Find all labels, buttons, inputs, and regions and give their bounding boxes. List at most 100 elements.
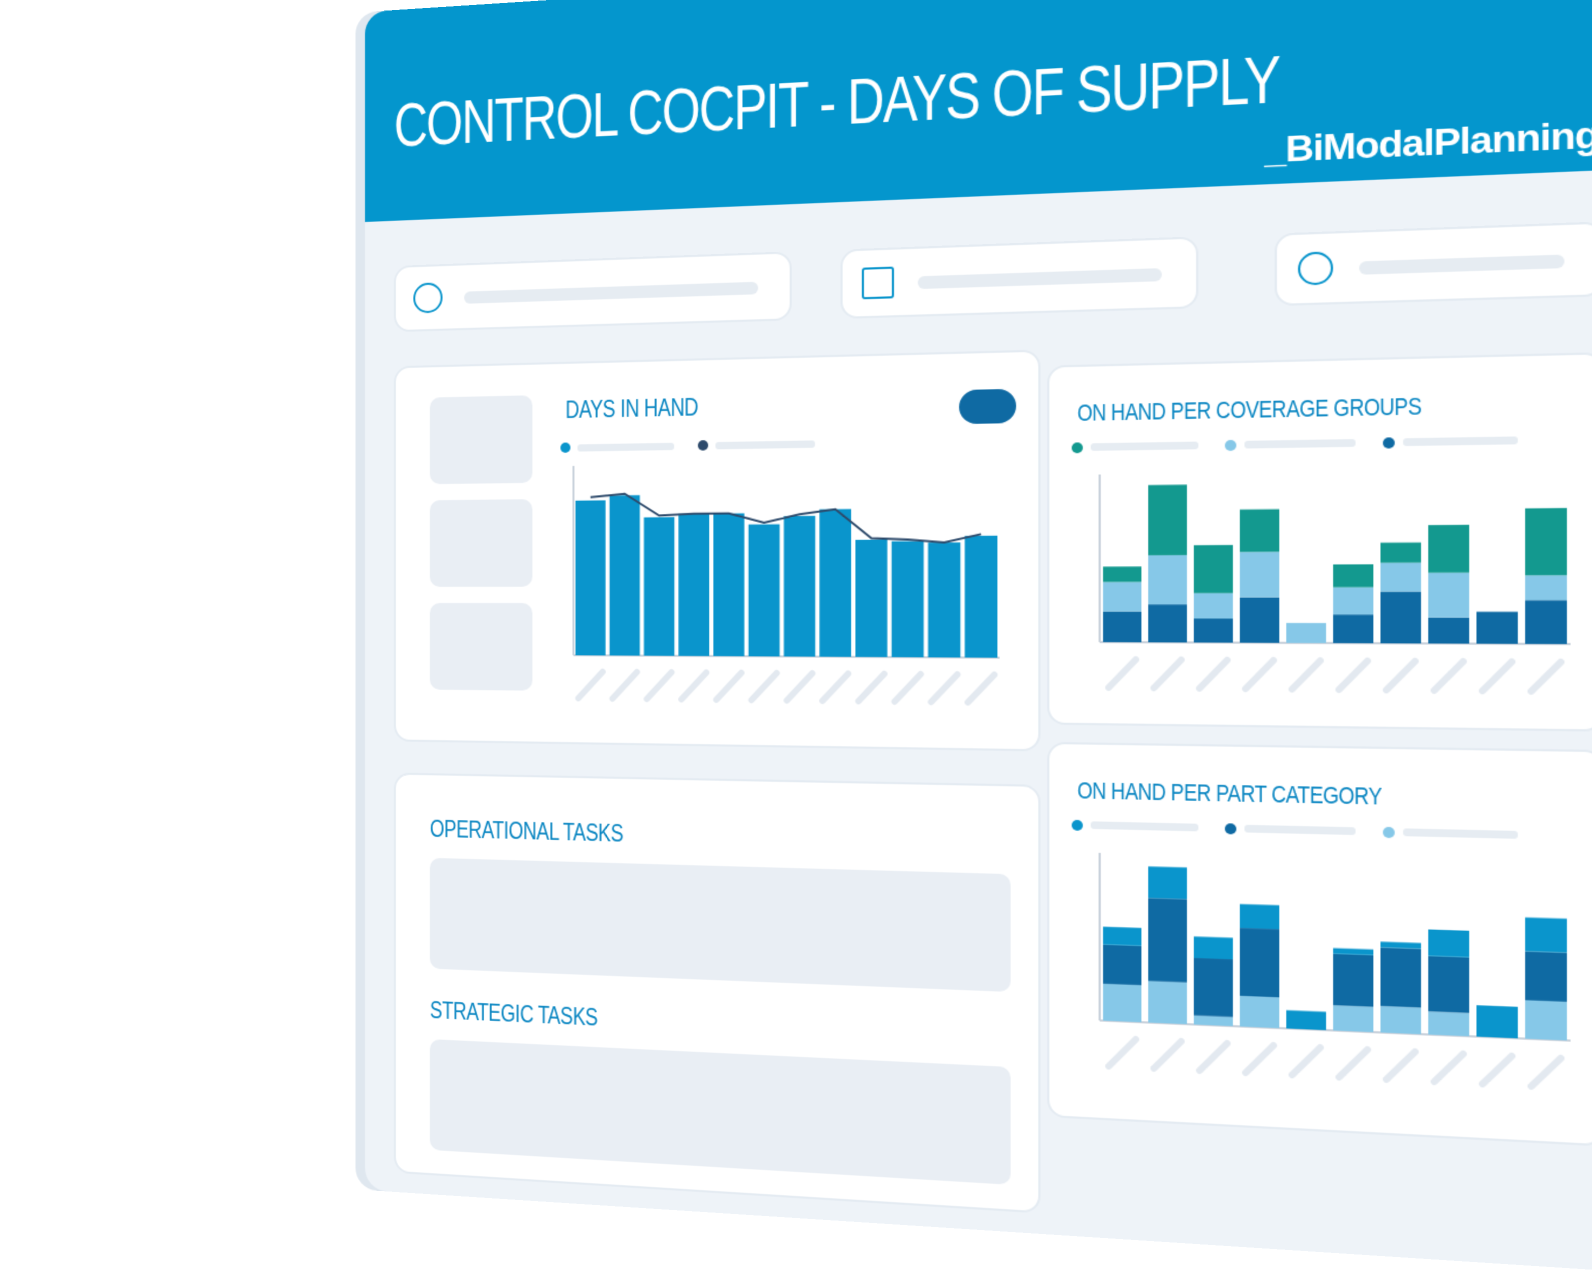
bar-segment xyxy=(1428,617,1469,643)
bar-segment xyxy=(1240,928,1279,998)
days-in-hand-panel: DAYS IN HAND xyxy=(394,350,1041,752)
bar-segment xyxy=(1103,945,1141,986)
bar-segment xyxy=(1148,485,1187,556)
dashboard: CONTROL COCPIT - DAYS OF SUPPLY _BiModal… xyxy=(365,0,1592,1273)
x-label-placeholder xyxy=(1292,1046,1320,1076)
bar-segment xyxy=(1428,525,1469,573)
x-label-placeholder xyxy=(1386,661,1415,690)
page-title: CONTROL COCPIT - DAYS OF SUPPLY xyxy=(394,41,1279,162)
x-label-placeholder xyxy=(968,675,994,703)
legend-dot xyxy=(1072,820,1083,831)
bar-segment xyxy=(1148,866,1187,899)
bar-segment xyxy=(1103,567,1141,582)
bar-segment xyxy=(1148,604,1187,642)
x-label-placeholder xyxy=(1434,1053,1463,1083)
bar-segment xyxy=(1476,1005,1517,1038)
x-label-placeholder xyxy=(1154,660,1181,689)
bar xyxy=(892,541,924,657)
bar-segment xyxy=(1286,1010,1326,1030)
panel-title: ON HAND PER COVERAGE GROUPS xyxy=(1077,392,1421,427)
legend-label-placeholder xyxy=(1244,439,1355,448)
bar-segment xyxy=(1194,593,1233,618)
x-label-placeholder xyxy=(931,674,957,702)
part-category-panel: ON HAND PER PART CATEGORY xyxy=(1047,742,1592,1147)
x-label-placeholder xyxy=(612,672,636,699)
bar-segment xyxy=(1333,1005,1373,1032)
panel-title: STRATEGIC TASKS xyxy=(430,997,598,1033)
bar-segment xyxy=(1148,898,1187,983)
bar-segment xyxy=(1148,555,1187,604)
x-label-placeholder xyxy=(647,672,672,699)
panel-title: DAYS IN HAND xyxy=(565,394,698,426)
x-label-placeholder xyxy=(858,674,884,702)
coverage-groups-chart xyxy=(1066,429,1583,713)
x-label-placeholder xyxy=(895,674,921,702)
part-category-chart xyxy=(1066,814,1583,1126)
coverage-groups-panel: ON HAND PER COVERAGE GROUPS xyxy=(1047,352,1592,732)
panel-title: ON HAND PER PART CATEGORY xyxy=(1077,777,1382,811)
bar-segment xyxy=(1103,984,1141,1023)
tasks-panel: OPERATIONAL TASKS STRATEGIC TASKS xyxy=(394,773,1041,1214)
legend-dot xyxy=(1383,827,1395,838)
x-label-placeholder xyxy=(823,673,849,701)
x-label-placeholder xyxy=(1246,1044,1274,1074)
bar-segment xyxy=(1103,927,1141,946)
bar-segment xyxy=(1525,600,1567,644)
x-label-placeholder xyxy=(1531,662,1560,692)
bar-segment xyxy=(1380,1006,1421,1034)
legend-dot xyxy=(1383,437,1395,448)
legend-dot xyxy=(1225,823,1237,834)
legend-label-placeholder xyxy=(1091,442,1199,451)
bar-segment xyxy=(1333,564,1373,587)
plant-filter[interactable] xyxy=(840,236,1198,319)
bar-segment xyxy=(1240,597,1279,643)
bar xyxy=(928,542,960,657)
legend-label-placeholder xyxy=(1403,828,1518,838)
x-label-placeholder xyxy=(1339,1048,1367,1078)
logo: _BiModalPlanning xyxy=(1265,114,1592,173)
x-label-placeholder xyxy=(681,672,706,699)
bar xyxy=(965,536,998,658)
bar-segment xyxy=(1240,996,1279,1028)
bar-segment xyxy=(1333,954,1373,1007)
bar-segment xyxy=(1380,947,1421,1007)
legend-dot xyxy=(1072,442,1083,453)
x-label-placeholder xyxy=(1154,1040,1181,1070)
bar-segment xyxy=(1333,587,1373,614)
category-filter[interactable] xyxy=(1275,221,1592,306)
x-label-placeholder xyxy=(1200,660,1228,689)
x-label-placeholder xyxy=(1246,660,1274,689)
region-filter[interactable] xyxy=(394,251,792,332)
bar-segment xyxy=(1525,917,1567,952)
legend-label-placeholder xyxy=(1091,821,1199,831)
bar-segment xyxy=(1103,582,1141,611)
info-button[interactable] xyxy=(959,389,1016,424)
bar-segment xyxy=(1240,509,1279,552)
bar-segment xyxy=(1194,958,1233,1017)
task-list xyxy=(430,858,1011,992)
task-list xyxy=(430,1039,1011,1185)
x-label-placeholder xyxy=(1483,662,1512,691)
bar-segment xyxy=(1103,611,1141,642)
legend-label-placeholder xyxy=(577,443,674,452)
x-label-placeholder xyxy=(787,673,812,700)
bar-segment xyxy=(1380,542,1421,562)
bar-segment xyxy=(1148,981,1187,1024)
legend-label-placeholder xyxy=(1403,436,1518,446)
bar-segment xyxy=(1525,508,1567,575)
bar-segment xyxy=(1428,573,1469,618)
bar-segment xyxy=(1428,1011,1469,1036)
page: CONTROL COCPIT - DAYS OF SUPPLY _BiModal… xyxy=(0,0,1592,1212)
bar-segment xyxy=(1286,623,1326,643)
bar-segment xyxy=(1194,936,1233,959)
bar xyxy=(820,509,852,657)
x-label-placeholder xyxy=(1386,1051,1415,1081)
header: CONTROL COCPIT - DAYS OF SUPPLY _BiModal… xyxy=(365,0,1592,222)
bar xyxy=(748,524,779,656)
bar-segment xyxy=(1525,1000,1567,1040)
bar-segment xyxy=(1380,563,1421,592)
bar-segment xyxy=(1428,956,1469,1013)
x-label-placeholder xyxy=(1109,1038,1136,1067)
legend-dot xyxy=(560,442,570,452)
bar xyxy=(575,500,605,655)
